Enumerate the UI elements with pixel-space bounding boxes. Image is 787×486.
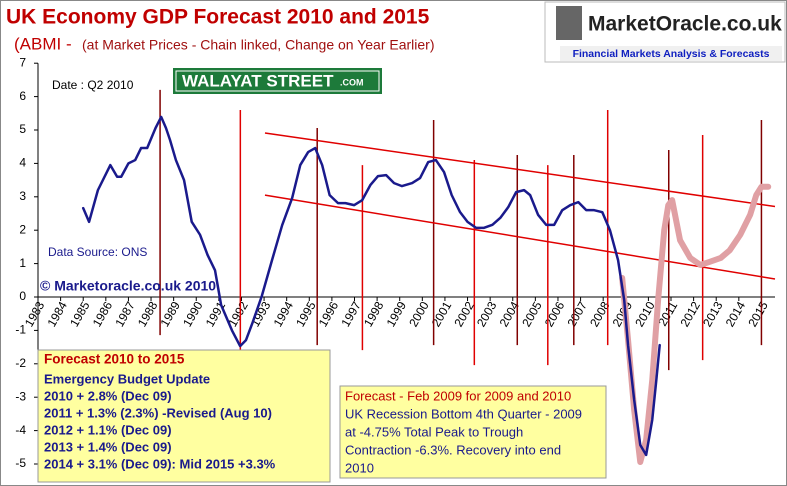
- logo-tagline: Financial Markets Analysis & Forecasts: [573, 48, 770, 60]
- recession-box-line: UK Recession Bottom 4th Quarter - 2009: [345, 406, 582, 421]
- logo: MarketOracle.co.uk Financial Markets Ana…: [544, 1, 786, 63]
- y-tick-label: -3: [15, 389, 26, 403]
- y-tick-label: 6: [19, 89, 26, 103]
- budget-box-line: 2010 + 2.8% (Dec 09): [44, 388, 172, 403]
- trend-line: [264, 132, 776, 208]
- recession-box: Forecast - Feb 2009 for 2009 and 2010 UK…: [339, 385, 607, 479]
- recession-box-line: Contraction -6.3%. Recovery into end: [345, 442, 561, 457]
- y-tick-label: -4: [15, 423, 26, 437]
- trend-line: [264, 194, 776, 280]
- recession-box-line: 2010: [345, 460, 374, 475]
- budget-box-title: Forecast 2010 to 2015: [44, 352, 185, 367]
- logo-name: MarketOracle.co.uk: [588, 13, 782, 36]
- banner-name: WALAYAT STREET: [182, 71, 334, 90]
- series-line: [81, 115, 661, 457]
- y-tick-label: 0: [19, 289, 26, 303]
- y-tick-label: -1: [15, 323, 26, 337]
- recession-box-title: Forecast - Feb 2009 for 2009 and 2010: [345, 388, 571, 403]
- logo-icon: [556, 6, 582, 40]
- budget-box-line: Emergency Budget Update: [44, 371, 210, 386]
- date-label: Date : Q2 2010: [52, 78, 134, 92]
- y-tick-label: 7: [19, 55, 26, 69]
- subtitle: (at Market Prices - Chain linked, Change…: [82, 37, 435, 53]
- banner: WALAYAT STREET .COM: [171, 66, 384, 96]
- tagline-band: [560, 46, 782, 61]
- banner-box: [171, 66, 384, 96]
- banner-inner: [175, 70, 380, 92]
- y-tick-label: -2: [15, 356, 26, 370]
- budget-box-bg: [37, 349, 331, 483]
- chart-title: UK Economy GDP Forecast 2010 and 2015: [6, 6, 430, 29]
- series-line: [619, 183, 772, 465]
- y-tick-label: 3: [19, 189, 26, 203]
- source-label: Data Source: ONS: [48, 245, 147, 259]
- budget-box-line: 2013 + 1.4% (Dec 09): [44, 439, 172, 454]
- y-tick-label: 5: [19, 122, 26, 136]
- budget-box: Forecast 2010 to 2015 Emergency Budget U…: [37, 349, 331, 483]
- banner-suffix: .COM: [340, 77, 364, 87]
- budget-box-line: 2012 + 1.1% (Dec 09): [44, 422, 172, 437]
- y-tick-label: -5: [15, 456, 26, 470]
- recession-box-line: at -4.75% Total Peak to Trough: [345, 424, 523, 439]
- subtitle-prefix: (ABMI -: [14, 34, 72, 53]
- recession-box-bg: [339, 385, 607, 479]
- y-tick-label: 1: [19, 256, 26, 270]
- budget-box-line: 2014 + 3.1% (Dec 09): Mid 2015 +3.3%: [44, 456, 276, 471]
- y-tick-label: 4: [19, 156, 26, 170]
- budget-box-line: 2011 + 1.3% (2.3%) -Revised (Aug 10): [44, 405, 272, 420]
- copyright: © Marketoracle.co.uk 2010: [40, 278, 216, 294]
- y-tick-label: 2: [19, 222, 26, 236]
